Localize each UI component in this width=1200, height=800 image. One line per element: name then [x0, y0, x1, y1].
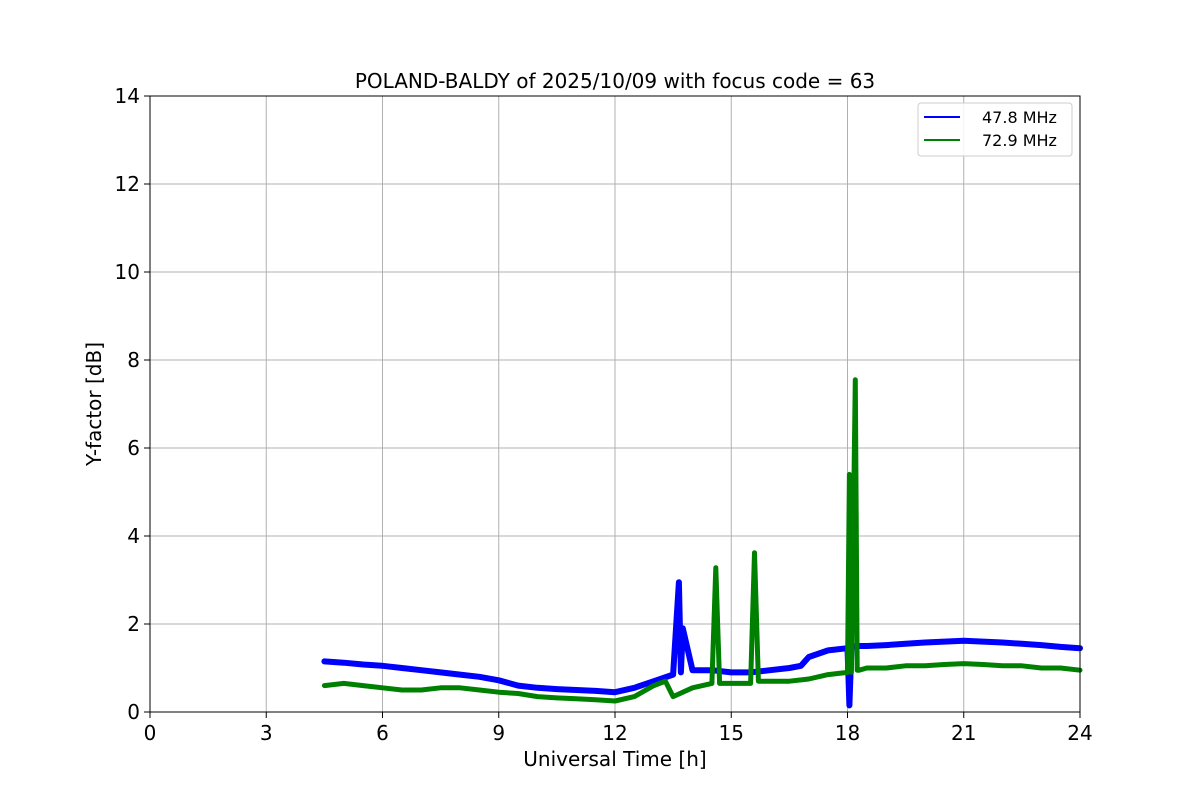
y-tick-label: 14	[115, 84, 140, 108]
x-tick-label: 18	[835, 721, 860, 745]
x-axis-label: Universal Time [h]	[523, 747, 706, 771]
x-tick-label: 6	[376, 721, 389, 745]
x-tick-label: 21	[951, 721, 976, 745]
y-tick-label: 2	[127, 612, 140, 636]
x-tick-label: 3	[260, 721, 273, 745]
y-tick-label: 6	[127, 436, 140, 460]
series-line-72-9-mhz	[321, 377, 1083, 704]
y-tick-label: 4	[127, 524, 140, 548]
legend-label: 72.9 MHz	[982, 131, 1057, 150]
x-tick-label: 24	[1067, 721, 1092, 745]
x-tick-label: 15	[719, 721, 744, 745]
chart-title: POLAND-BALDY of 2025/10/09 with focus co…	[355, 69, 875, 93]
y-axis-label: Y-factor [dB]	[82, 342, 106, 467]
x-tick-label: 0	[144, 721, 157, 745]
y-tick-label: 10	[115, 260, 140, 284]
legend-label: 47.8 MHz	[982, 108, 1057, 127]
series-layer	[321, 377, 1083, 709]
y-tick-label: 12	[115, 172, 140, 196]
legend: 47.8 MHz 72.9 MHz	[917, 102, 1073, 157]
y-tick-label: 8	[127, 348, 140, 372]
x-tick-label: 9	[492, 721, 505, 745]
y-tick-label: 0	[127, 700, 140, 724]
grid-lines	[149, 95, 1081, 713]
x-tick-label: 12	[602, 721, 627, 745]
